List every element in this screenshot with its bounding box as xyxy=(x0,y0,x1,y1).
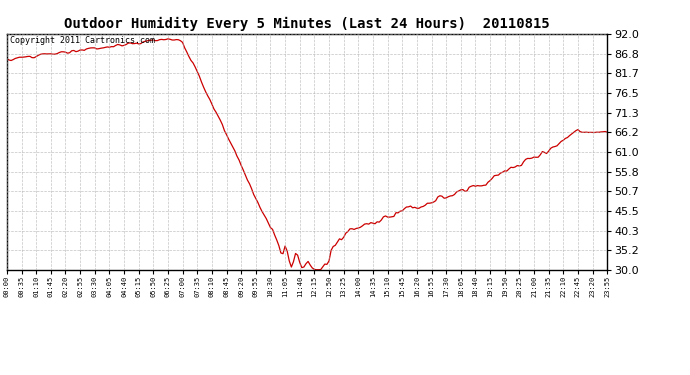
Title: Outdoor Humidity Every 5 Minutes (Last 24 Hours)  20110815: Outdoor Humidity Every 5 Minutes (Last 2… xyxy=(64,17,550,31)
Text: Copyright 2011 Cartronics.com: Copyright 2011 Cartronics.com xyxy=(10,36,155,45)
